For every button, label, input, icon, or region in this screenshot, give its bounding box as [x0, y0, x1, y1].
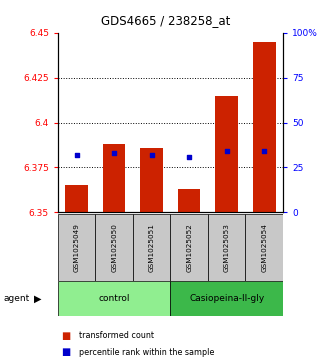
Text: ■: ■ [61, 347, 71, 357]
Text: GSM1025050: GSM1025050 [111, 223, 117, 272]
Bar [58, 214, 95, 281]
Text: ▶: ▶ [34, 294, 42, 303]
Text: agent: agent [3, 294, 29, 303]
Bar [215, 95, 238, 212]
Text: control: control [98, 294, 130, 303]
Point [187, 154, 192, 160]
Bar [170, 214, 208, 281]
Point [74, 152, 79, 158]
Bar [178, 189, 201, 212]
Point [261, 148, 267, 154]
Point [224, 148, 229, 154]
Text: GSM1025051: GSM1025051 [149, 223, 155, 272]
Text: GSM1025054: GSM1025054 [261, 223, 267, 272]
Bar [133, 214, 170, 281]
Bar [103, 144, 125, 212]
Text: GSM1025053: GSM1025053 [224, 223, 230, 272]
Text: GDS4665 / 238258_at: GDS4665 / 238258_at [101, 15, 230, 28]
Bar [140, 148, 163, 212]
Bar [66, 185, 88, 212]
Text: Casiopeina-II-gly: Casiopeina-II-gly [189, 294, 264, 303]
Point [112, 150, 117, 156]
Bar [253, 42, 275, 212]
Text: transformed count: transformed count [79, 331, 155, 340]
Bar [246, 214, 283, 281]
Text: percentile rank within the sample: percentile rank within the sample [79, 348, 215, 356]
Bar [208, 214, 246, 281]
Bar [58, 281, 170, 316]
Bar [95, 214, 133, 281]
Bar [170, 281, 283, 316]
Text: ■: ■ [61, 331, 71, 341]
Point [149, 152, 154, 158]
Text: GSM1025052: GSM1025052 [186, 223, 192, 272]
Text: GSM1025049: GSM1025049 [74, 223, 80, 272]
